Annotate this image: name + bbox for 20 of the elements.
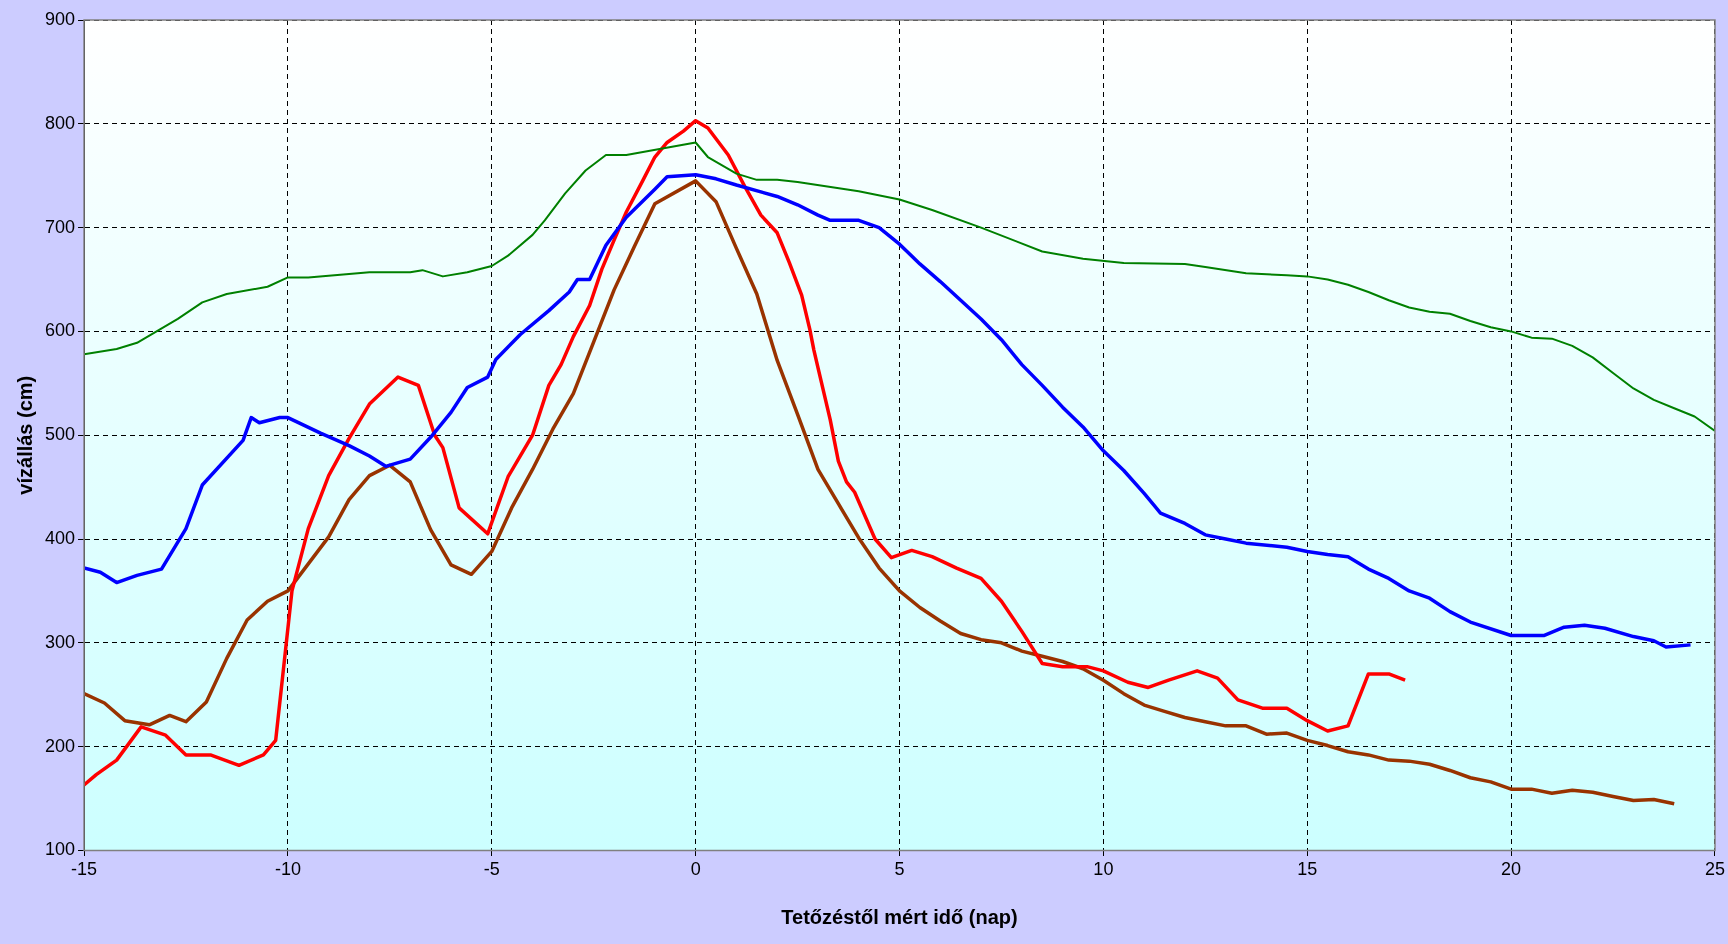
y-tick-label: 200 [44, 735, 76, 756]
y-tick-label: 300 [44, 631, 76, 652]
y-tick-label: 800 [44, 112, 76, 133]
y-tick-label: 600 [44, 320, 76, 341]
x-tick-label: -5 [483, 859, 500, 880]
x-tick-label: 5 [894, 859, 905, 880]
y-tick-label: 100 [44, 839, 76, 860]
x-tick-label: 0 [690, 859, 701, 880]
y-tick-label: 900 [44, 8, 76, 29]
x-tick-label: 20 [1501, 859, 1522, 880]
x-tick-label: 15 [1297, 859, 1318, 880]
x-tick-label: 25 [1704, 859, 1725, 880]
y-tick-label: 400 [44, 527, 76, 548]
y-tick-label: 700 [44, 216, 76, 237]
x-tick-label: -15 [71, 859, 98, 880]
x-tick-label: -10 [274, 859, 301, 880]
x-axis-title: Tetőzéstől mért idő (nap) [781, 905, 1018, 928]
x-tick-label: 10 [1093, 859, 1114, 880]
y-tick-label: 500 [44, 424, 76, 445]
y-axis-title: vízállás (cm) [13, 375, 36, 495]
